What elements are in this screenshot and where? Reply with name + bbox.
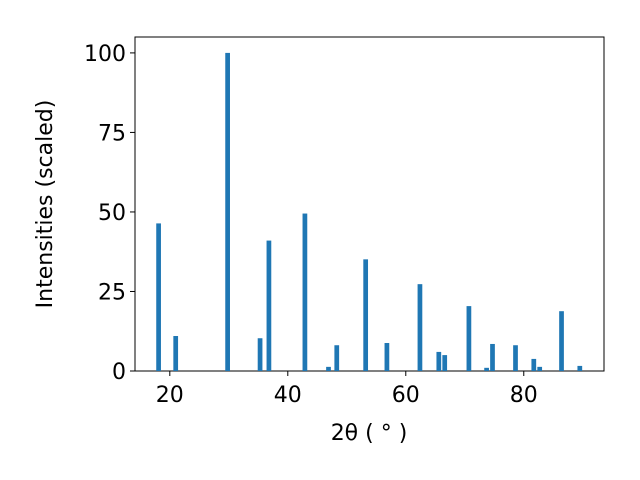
bar [442, 355, 448, 371]
y-tick-label: 0 [112, 360, 126, 385]
bar [173, 336, 179, 371]
bar [326, 366, 331, 371]
bar [490, 343, 495, 371]
x-tick-label: 60 [392, 383, 420, 408]
y-tick-label: 100 [84, 42, 126, 67]
bar [417, 284, 423, 371]
y-axis-label: Intensities (scaled) [33, 100, 58, 309]
bar [225, 52, 230, 372]
bar [577, 365, 583, 371]
y-tick-label: 75 [98, 121, 126, 146]
bar [513, 345, 518, 371]
bar [484, 367, 489, 371]
y-tick-label: 25 [98, 280, 126, 305]
x-tick-label: 40 [274, 383, 302, 408]
bar [156, 223, 161, 371]
x-axis-label: 2θ ( ° ) [331, 421, 408, 446]
y-tick-label: 50 [98, 201, 126, 226]
bar [466, 306, 472, 371]
bar [334, 345, 340, 371]
bar [363, 259, 369, 371]
bar [302, 213, 308, 371]
x-tick-label: 80 [510, 383, 538, 408]
x-tick-label: 20 [156, 383, 184, 408]
bar [266, 240, 272, 371]
bar [384, 343, 390, 371]
bar [537, 366, 543, 371]
bar [436, 351, 442, 371]
bar [257, 338, 263, 371]
bar [559, 311, 564, 371]
plot-frame [134, 36, 605, 372]
bar [531, 358, 537, 371]
